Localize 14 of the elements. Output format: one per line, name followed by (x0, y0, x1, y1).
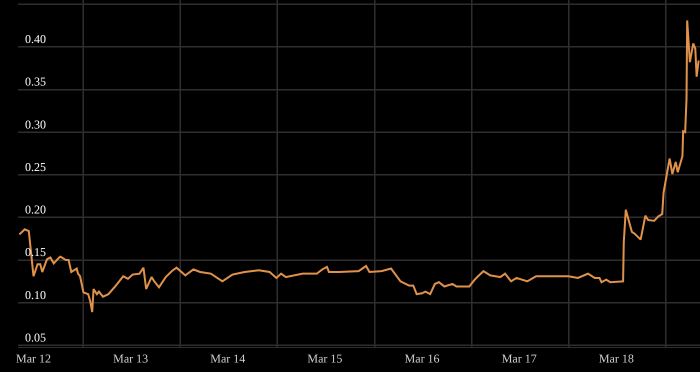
x-tick-label: Mar 14 (210, 351, 246, 366)
y-tick-label: 0.05 (25, 330, 46, 344)
x-tick-label: Mar 17 (502, 351, 537, 366)
y-tick-label: 0.20 (25, 202, 46, 217)
y-tick-label: 0.25 (25, 160, 46, 174)
y-tick-label: 0.30 (25, 117, 46, 132)
x-tick-label: Mar 16 (404, 351, 440, 366)
y-tick-label: 0.40 (25, 32, 46, 46)
y-tick-label: 0.35 (25, 74, 46, 89)
x-tick-label: Mar 18 (598, 351, 634, 366)
y-tick-label: 0.10 (25, 288, 46, 302)
x-tick-label: Mar 12 (16, 351, 52, 366)
x-tick-label: Mar 13 (113, 351, 148, 366)
x-tick-label: Mar 15 (307, 351, 342, 366)
